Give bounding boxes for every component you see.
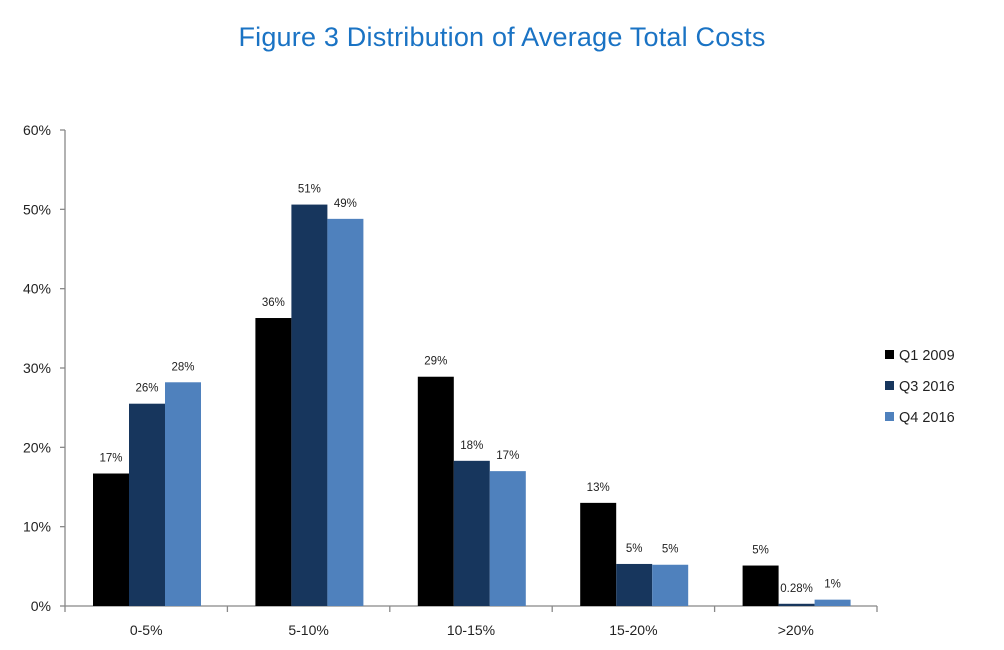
data-label: 5% xyxy=(662,544,679,556)
bar-q4-2016 xyxy=(327,218,364,606)
bar-q4-2016 xyxy=(652,564,689,606)
data-label: 36% xyxy=(262,297,285,309)
y-tick-label: 10% xyxy=(23,519,51,535)
legend-swatch xyxy=(885,350,894,359)
data-label: 49% xyxy=(334,198,357,210)
legend-label: Q3 2016 xyxy=(899,379,955,395)
y-tick-label: 30% xyxy=(23,360,51,376)
bar-q3-2016 xyxy=(291,204,328,606)
bar-q4-2016 xyxy=(814,599,851,606)
legend-label: Q4 2016 xyxy=(899,410,955,426)
x-tick-label: 15-20% xyxy=(609,622,657,638)
bar-q3-2016 xyxy=(778,603,815,606)
y-tick-label: 40% xyxy=(23,281,51,297)
data-labels: 17% 36% 29% 13% 5% 26% 51% 18% 5% 0.28% 28% 49% 17% 5… xyxy=(99,184,840,595)
x-tick-label: >20% xyxy=(778,622,814,638)
y-tick-label: 20% xyxy=(23,439,51,455)
bar-q1-2009 xyxy=(255,318,292,606)
y-tick-label: 50% xyxy=(23,201,51,217)
data-label: 5% xyxy=(626,543,643,555)
bar-q3-2016 xyxy=(129,403,165,606)
data-label: 13% xyxy=(587,482,610,494)
legend: Q1 2009 Q3 2016 Q4 2016 xyxy=(885,348,955,426)
bar-q4-2016 xyxy=(489,471,526,606)
data-label: 1% xyxy=(824,579,841,591)
data-label: 0.28% xyxy=(780,583,813,595)
bars xyxy=(93,204,851,606)
data-label: 17% xyxy=(496,450,519,462)
data-label: 5% xyxy=(752,545,769,557)
data-label: 26% xyxy=(135,383,158,395)
y-tick-label: 0% xyxy=(31,598,51,614)
bar-q3-2016 xyxy=(616,563,653,606)
x-tick-label: 5-10% xyxy=(288,622,328,638)
legend-swatch xyxy=(885,381,894,390)
y-tick-label: 60% xyxy=(23,122,51,138)
bar-q4-2016 xyxy=(165,382,201,606)
bar-q3-2016 xyxy=(453,460,490,606)
bar-q1-2009 xyxy=(417,376,454,606)
bar-q1-2009 xyxy=(742,565,779,606)
x-tick-label: 10-15% xyxy=(447,622,495,638)
data-label: 28% xyxy=(171,361,194,373)
bar-q1-2009 xyxy=(93,473,129,606)
data-label: 51% xyxy=(298,184,321,196)
data-label: 17% xyxy=(99,453,122,465)
chart-title: Figure 3 Distribution of Average Total C… xyxy=(238,22,766,52)
legend-label: Q1 2009 xyxy=(899,348,955,364)
bar-q1-2009 xyxy=(580,502,617,606)
legend-swatch xyxy=(885,412,894,421)
data-label: 29% xyxy=(424,356,447,368)
data-label: 18% xyxy=(460,440,483,452)
x-tick-label: 0-5% xyxy=(130,622,163,638)
